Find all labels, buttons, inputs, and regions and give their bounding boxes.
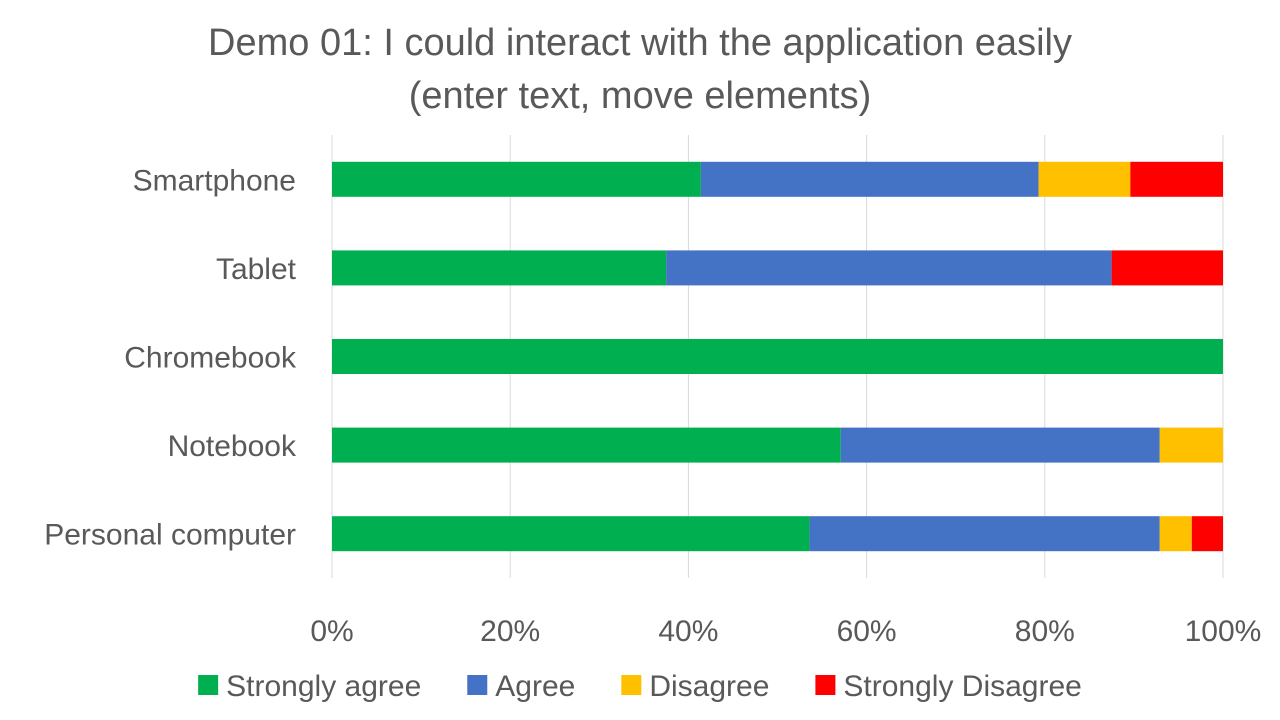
x-tick-label: 20% — [480, 615, 540, 648]
category-label: Notebook — [168, 430, 297, 463]
x-tick-label: 100% — [1185, 615, 1262, 648]
bar-disagree-personal-computer — [1159, 516, 1192, 552]
legend: Strongly agree Agree Disagree Strongly Disa… — [198, 670, 1082, 703]
bar-strongly-agree-tablet — [332, 250, 667, 286]
legend-swatch — [621, 675, 642, 695]
legend-item: Disagree — [621, 670, 769, 703]
bar-strongly-agree-smartphone — [332, 161, 701, 197]
bar-strongly-disagree-tablet — [1111, 250, 1223, 286]
legend-label: Disagree — [649, 670, 769, 703]
category-labels: Smartphone Tablet Chromebook Notebook Person… — [44, 164, 297, 551]
bar-agree-tablet — [666, 250, 1112, 286]
chart-title-line-1: Demo 01: I could interact with the appli… — [208, 22, 1072, 64]
legend-label: Agree — [495, 670, 575, 703]
bar-strongly-agree-personal-computer — [332, 516, 810, 552]
category-label: Personal computer — [44, 519, 296, 552]
bar-agree-personal-computer — [809, 516, 1160, 552]
x-tick-label: 0% — [310, 615, 353, 648]
legend-swatch — [815, 675, 836, 695]
bar-strongly-agree-chromebook — [332, 339, 1223, 374]
bars — [332, 161, 1223, 552]
x-tick-label: 60% — [837, 615, 897, 648]
legend-item: Strongly agree — [198, 670, 421, 703]
category-label: Tablet — [216, 253, 297, 286]
legend-item: Strongly Disagree — [815, 670, 1082, 703]
category-label: Chromebook — [124, 342, 297, 375]
x-tick-label: 40% — [658, 615, 718, 648]
legend-swatch — [467, 675, 488, 695]
bar-disagree-notebook — [1159, 427, 1223, 463]
legend-label: Strongly Disagree — [843, 670, 1081, 703]
bar-disagree-smartphone — [1038, 161, 1131, 197]
chart-title-line-2: (enter text, move elements) — [409, 75, 872, 117]
x-tick-labels: 0% 20% 40% 60% 80% 100% — [310, 615, 1261, 648]
legend-swatch — [198, 675, 219, 695]
bar-strongly-disagree-smartphone — [1130, 161, 1223, 197]
bar-agree-smartphone — [700, 161, 1039, 197]
category-label: Smartphone — [133, 164, 296, 197]
bar-strongly-disagree-personal-computer — [1191, 516, 1223, 552]
bar-agree-notebook — [840, 427, 1160, 463]
x-tick-label: 80% — [1015, 615, 1075, 648]
bar-strongly-agree-notebook — [332, 427, 841, 463]
legend-item: Agree — [467, 670, 575, 703]
legend-label: Strongly agree — [226, 670, 421, 703]
